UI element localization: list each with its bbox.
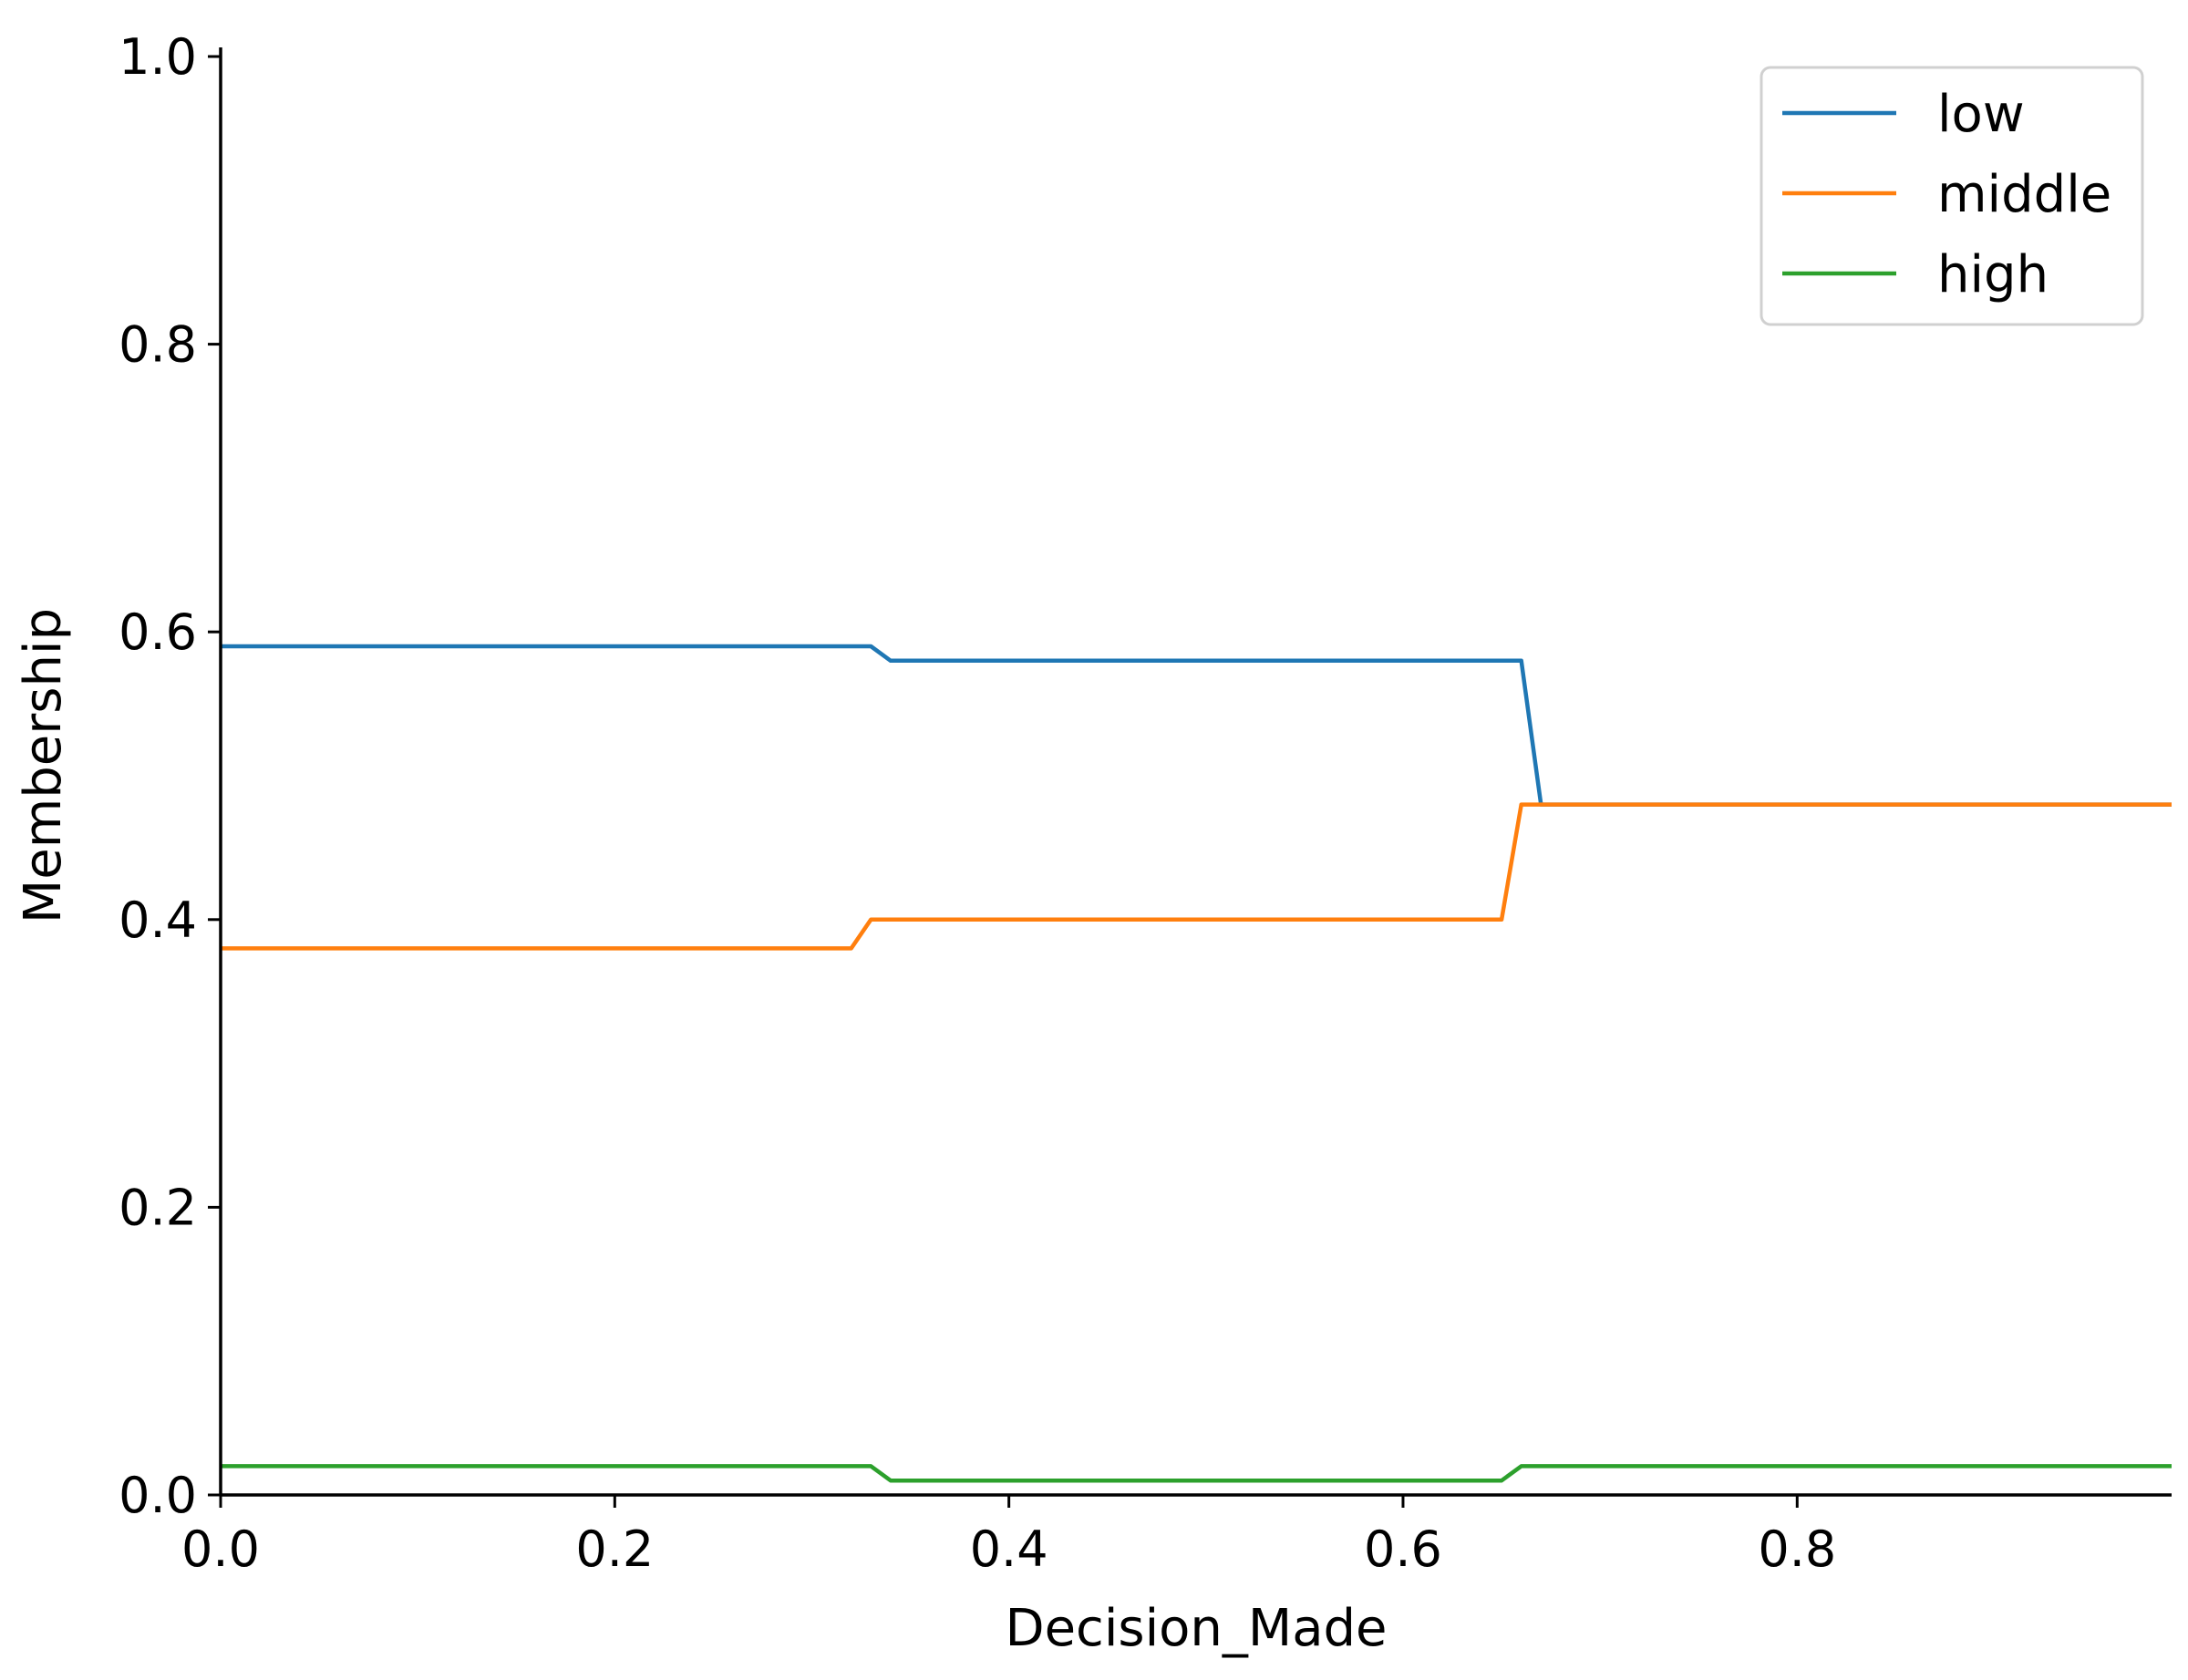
x-tick-label: 0.6 — [1364, 1520, 1442, 1578]
legend: low middle high — [1760, 66, 2144, 326]
y-tick-label: 0.8 — [119, 316, 197, 374]
y-tick-label: 0.2 — [119, 1179, 197, 1236]
series-line-middle — [221, 802, 2172, 951]
y-axis-label: Membership — [14, 608, 73, 923]
y-axis-ticks: 0.0 0.2 0.4 0.6 0.8 1.0 — [119, 28, 221, 1524]
x-axis-label: Decision_Made — [1005, 1599, 1387, 1658]
series-line-high — [221, 1464, 2172, 1483]
y-tick-label: 0.6 — [119, 603, 197, 661]
y-tick-label: 0.0 — [119, 1467, 197, 1524]
y-tick-label: 0.4 — [119, 892, 197, 949]
legend-frame — [1760, 66, 2144, 326]
series-line-low — [221, 644, 2172, 807]
legend-label-low: low — [1937, 85, 2025, 144]
legend-label-high: high — [1937, 245, 2049, 304]
y-tick-label: 1.0 — [119, 28, 197, 86]
legend-entries: low middle high — [1782, 85, 2111, 304]
x-axis-ticks: 0.0 0.2 0.4 0.6 0.8 — [181, 1495, 1836, 1578]
series-layer — [221, 644, 2172, 1483]
x-tick-label: 0.8 — [1758, 1520, 1836, 1578]
x-tick-label: 0.0 — [181, 1520, 260, 1578]
legend-label-middle: middle — [1937, 165, 2111, 224]
x-tick-label: 0.2 — [575, 1520, 654, 1578]
x-tick-label: 0.4 — [970, 1520, 1048, 1578]
